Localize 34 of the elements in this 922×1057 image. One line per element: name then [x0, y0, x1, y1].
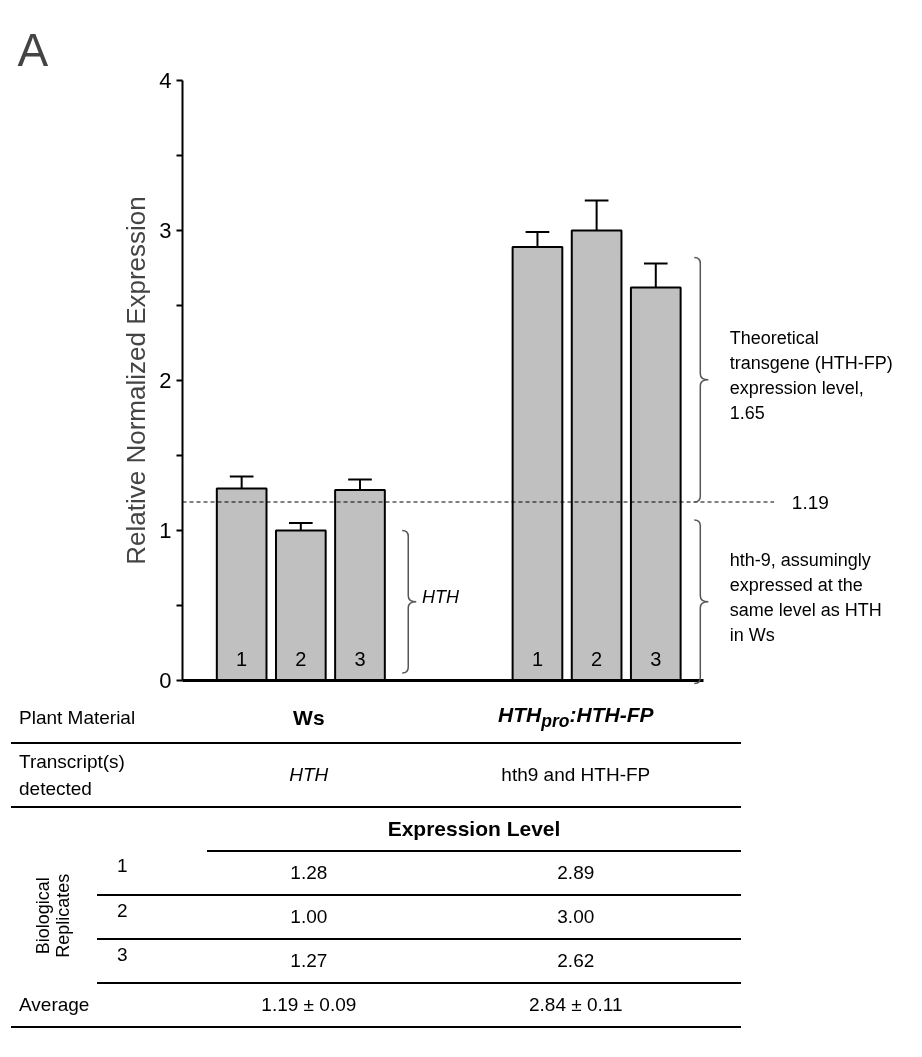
y-tick-label: 4	[159, 68, 172, 93]
text: 1.27	[207, 939, 411, 983]
text: Theoretical transgene (HTH-FP) expression level, 1.65	[729, 327, 893, 423]
x-tick-label: 1	[531, 647, 544, 670]
text: HTH$_{pro}$:HTH-FP	[410, 693, 741, 743]
y-axis-title: Relative Normalized Expression	[121, 196, 152, 565]
annotation: HTH	[422, 587, 461, 608]
x-tick-label: 2	[295, 647, 307, 670]
x-tick-label: 3	[650, 647, 662, 670]
text: hth-9, assumingly expressed at the same level as HTH in Ws	[729, 549, 882, 645]
text: 1.19 ± 0.09	[207, 983, 411, 1027]
text: 3.00	[410, 895, 741, 939]
ref-line-label: 1.19	[791, 491, 829, 513]
y-tick-label: 3	[159, 218, 172, 243]
text: 2.84 ± 0.11	[410, 983, 741, 1027]
x-tick-label: 3	[354, 647, 366, 670]
y-tick-label: 1	[159, 518, 172, 543]
text: Plant Material	[11, 693, 208, 743]
text: 2.62	[410, 939, 741, 983]
x-tick-label: 2	[591, 647, 603, 670]
text: hth9 and HTH-FP	[410, 743, 741, 807]
text: 1.28	[207, 851, 411, 895]
chart-title: A	[17, 23, 49, 76]
text: Expression Level	[207, 807, 741, 851]
text: Biological Replicates	[33, 873, 74, 958]
text: HTH	[207, 743, 411, 807]
text: Ws	[207, 693, 411, 743]
text: Average	[11, 983, 208, 1027]
y-tick-label: 2	[159, 368, 172, 393]
text: 2.89	[410, 851, 741, 895]
y-tick-label: 0	[159, 668, 172, 693]
text: Transcript(s) detected	[19, 749, 126, 801]
text: 1.00	[207, 895, 411, 939]
x-tick-label: 1	[236, 647, 248, 670]
